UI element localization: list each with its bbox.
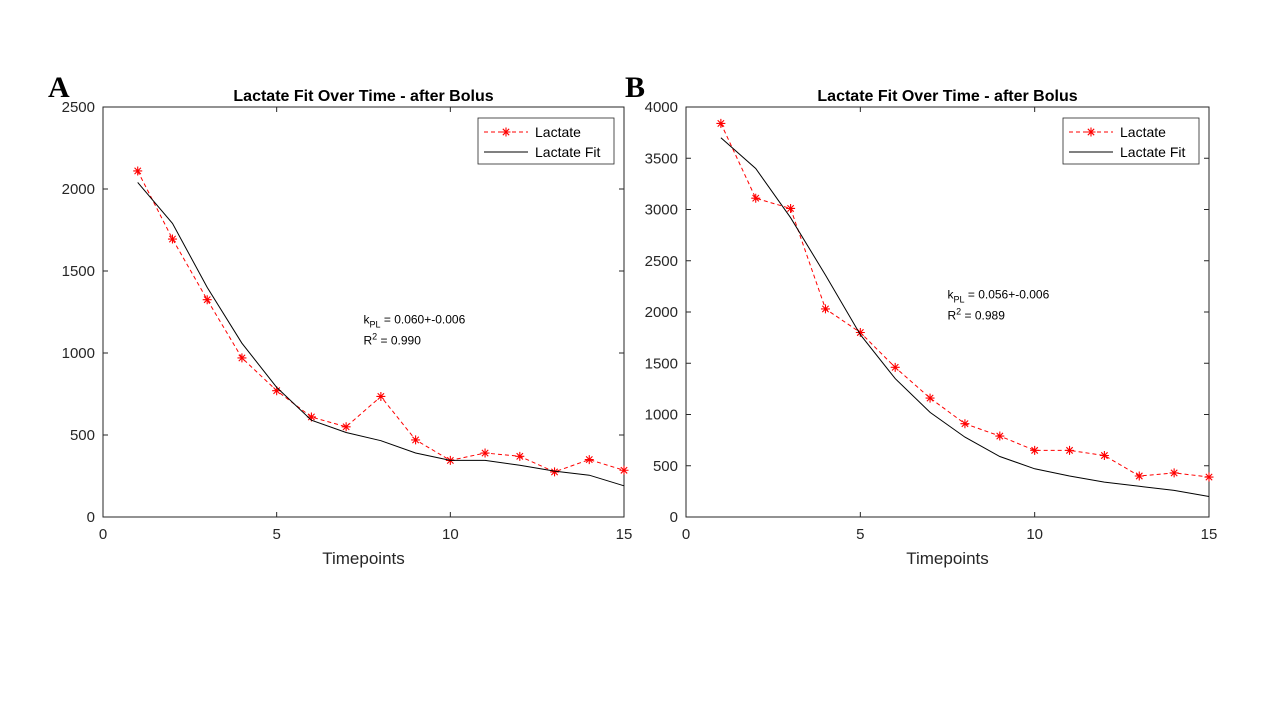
chart-a-lactate-point — [515, 451, 525, 461]
chart-b-fit-line — [720, 137, 1210, 497]
chart-b-kpl-annotation: kPL = 0.056+-0.006 — [948, 288, 1050, 305]
chart-b-xtick-label: 5 — [856, 526, 864, 543]
chart-a-xtick-label: 5 — [272, 526, 280, 543]
chart-b-lactate-point — [890, 362, 900, 372]
chart-b-r2-annotation: R2 = 0.989 — [948, 307, 1006, 323]
chart-panel-a: Lactate Fit Over Time - after Bolus 0 5 10 1… — [62, 88, 633, 568]
chart-a-r2-annotation: R2 = 0.990 — [364, 331, 422, 347]
chart-a-lactate-point — [480, 448, 490, 458]
chart-b-lactate-point — [960, 419, 970, 429]
chart-b-ytick-label: 1000 — [645, 407, 678, 424]
chart-b-legend-box — [1062, 117, 1200, 165]
chart-a-ytick-label: 2500 — [62, 99, 95, 116]
chart-b-lactate-point — [820, 304, 830, 314]
chart-b-lactate-point — [1204, 472, 1214, 482]
chart-a-plot-frame — [102, 106, 625, 518]
chart-b-lactate-point — [1134, 471, 1144, 481]
chart-b-ytick-label: 2000 — [645, 304, 678, 321]
panel-letter-b: B — [625, 71, 645, 104]
chart-b-lactate-point — [716, 118, 726, 128]
chart-b-plot-frame — [685, 106, 1210, 518]
chart-a-lactate-point — [584, 455, 594, 465]
chart-a-lactate-point — [133, 166, 143, 176]
chart-b-lactate-point — [786, 203, 796, 213]
chart-b-ytick-label: 3500 — [645, 150, 678, 167]
chart-a-title: Lactate Fit Over Time - after Bolus — [233, 88, 493, 105]
chart-a-xtick-label: 0 — [99, 526, 107, 543]
chart-b-lactate-point — [995, 431, 1005, 441]
chart-a-kpl-annotation: kPL = 0.060+-0.006 — [364, 312, 466, 329]
chart-b-lactate-point — [855, 328, 865, 337]
chart-b-legend-label: Lactate Fit — [1120, 144, 1185, 160]
chart-a-ytick-label: 1500 — [62, 263, 95, 280]
chart-b-lactate-point — [1169, 468, 1179, 478]
chart-a-xtick-label: 15 — [616, 526, 633, 543]
chart-b-legend-marker — [1086, 127, 1096, 137]
chart-b-lactate-point — [925, 393, 935, 403]
chart-a-lactate-point — [411, 435, 421, 445]
chart-a-ytick-label: 2000 — [62, 181, 95, 198]
chart-b-title: Lactate Fit Over Time - after Bolus — [817, 88, 1077, 105]
chart-a-xtick-label: 10 — [442, 526, 459, 543]
chart-b-ytick-label: 500 — [653, 458, 678, 475]
chart-a-legend-box — [477, 117, 615, 165]
chart-a-lactate-point — [550, 467, 560, 477]
chart-a-fit-line — [137, 182, 625, 487]
chart-a-lactate-point — [619, 465, 629, 475]
chart-a-legend-label: Lactate Fit — [535, 144, 600, 160]
chart-a-lactate-point — [306, 412, 316, 422]
chart-b-ytick-label: 2500 — [645, 253, 678, 270]
chart-a-ytick-label: 1000 — [62, 345, 95, 362]
chart-b-lactate-point — [1099, 451, 1109, 460]
chart-b-lactate-point — [751, 193, 761, 203]
chart-a-legend-marker — [501, 127, 511, 137]
chart-b-xtick-label: 0 — [682, 526, 690, 543]
chart-b-legend-label: Lactate — [1120, 124, 1166, 140]
chart-a-ytick-label: 500 — [70, 427, 95, 444]
chart-b-ytick-label: 1500 — [645, 355, 678, 372]
chart-a-legend-label: Lactate — [535, 124, 581, 140]
chart-a-lactate-point — [341, 422, 351, 432]
chart-a-xlabel: Timepoints — [322, 549, 405, 568]
chart-b-xlabel: Timepoints — [906, 549, 989, 568]
chart-a-lactate-point — [376, 391, 386, 401]
panel-letter-a: A — [48, 71, 70, 104]
chart-a-lactate-point — [202, 295, 212, 305]
chart-b-xtick-label: 10 — [1026, 526, 1043, 543]
chart-b-lactate-point — [1030, 445, 1040, 455]
chart-a-lactate-point — [272, 386, 282, 396]
chart-a-lactate-point — [237, 353, 247, 363]
chart-b-xtick-label: 15 — [1201, 526, 1218, 543]
chart-a-ytick-label: 0 — [87, 509, 95, 526]
chart-panel-b: Lactate Fit Over Time - after Bolus 0 5 10 1… — [645, 88, 1218, 568]
chart-b-lactate-point — [1065, 445, 1075, 455]
chart-a-lactate-point — [167, 234, 177, 244]
chart-b-ytick-label: 0 — [670, 509, 678, 526]
chart-b-ytick-label: 4000 — [645, 99, 678, 116]
chart-b-ytick-label: 3000 — [645, 202, 678, 219]
